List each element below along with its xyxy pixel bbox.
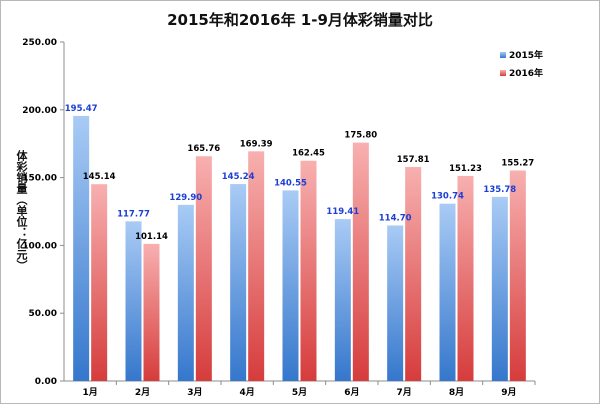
data-label: 162.45 [292,149,325,159]
y-tick-label: 150.00 [22,174,57,184]
bar-2016 [248,151,265,381]
data-label: 117.77 [117,209,150,219]
bar-2015 [282,190,299,381]
legend-label: 2016年 [509,67,543,79]
data-label: 129.90 [169,193,202,203]
legend-label: 2015年 [509,49,543,61]
bar-2016 [352,142,369,381]
x-tick-label: 8月 [449,387,464,398]
y-tick-label: 200.00 [22,106,57,116]
x-tick-label: 1月 [83,387,98,398]
x-tick-label: 9月 [501,387,516,398]
data-label: 130.74 [431,192,464,202]
data-label: 165.76 [187,144,220,154]
data-label: 195.47 [65,104,98,114]
y-axis-label: 体彩销量（单位：亿元） [15,150,28,271]
bar-2015 [125,221,142,381]
y-tick-label: 250.00 [22,38,57,48]
data-label: 145.14 [83,172,116,182]
data-label: 155.27 [501,158,534,168]
y-tick-label: 50.00 [29,309,57,319]
x-tick-label: 6月 [344,387,359,398]
x-tick-label: 7月 [397,387,412,398]
bar-2015 [73,115,90,381]
data-label: 140.55 [274,178,307,188]
bar-2015 [334,219,351,381]
data-label: 119.41 [326,207,359,217]
x-tick-label: 3月 [187,387,202,398]
x-tick-label: 5月 [292,387,307,398]
bar-2015 [439,203,456,381]
bar-2015 [177,204,194,381]
bar-2016 [91,184,108,381]
x-tick-label: 4月 [240,387,255,398]
chart-title: 2015年和2016年 1-9月体彩销量对比 [167,11,433,29]
bar-2016 [457,175,474,381]
data-label: 135.78 [483,185,516,195]
bar-2015 [387,225,404,381]
bar-2016 [300,160,317,381]
y-tick-label: 0.00 [35,377,57,387]
bar-2016 [143,243,160,381]
data-label: 175.80 [344,131,377,141]
bar-2015 [230,184,247,381]
data-label: 101.14 [135,232,168,242]
bar-2015 [491,196,508,381]
data-label: 151.23 [449,164,482,174]
data-label: 157.81 [397,155,430,165]
bar-2016 [195,156,212,381]
data-label: 145.24 [222,172,255,182]
bar-2016 [509,170,526,381]
y-tick-label: 100.00 [22,241,57,251]
data-label: 114.70 [379,213,412,223]
x-tick-label: 2月 [135,387,150,398]
legend-swatch [500,52,506,58]
bar-2016 [405,167,422,381]
legend-swatch [500,70,506,76]
data-label: 169.39 [240,139,273,149]
